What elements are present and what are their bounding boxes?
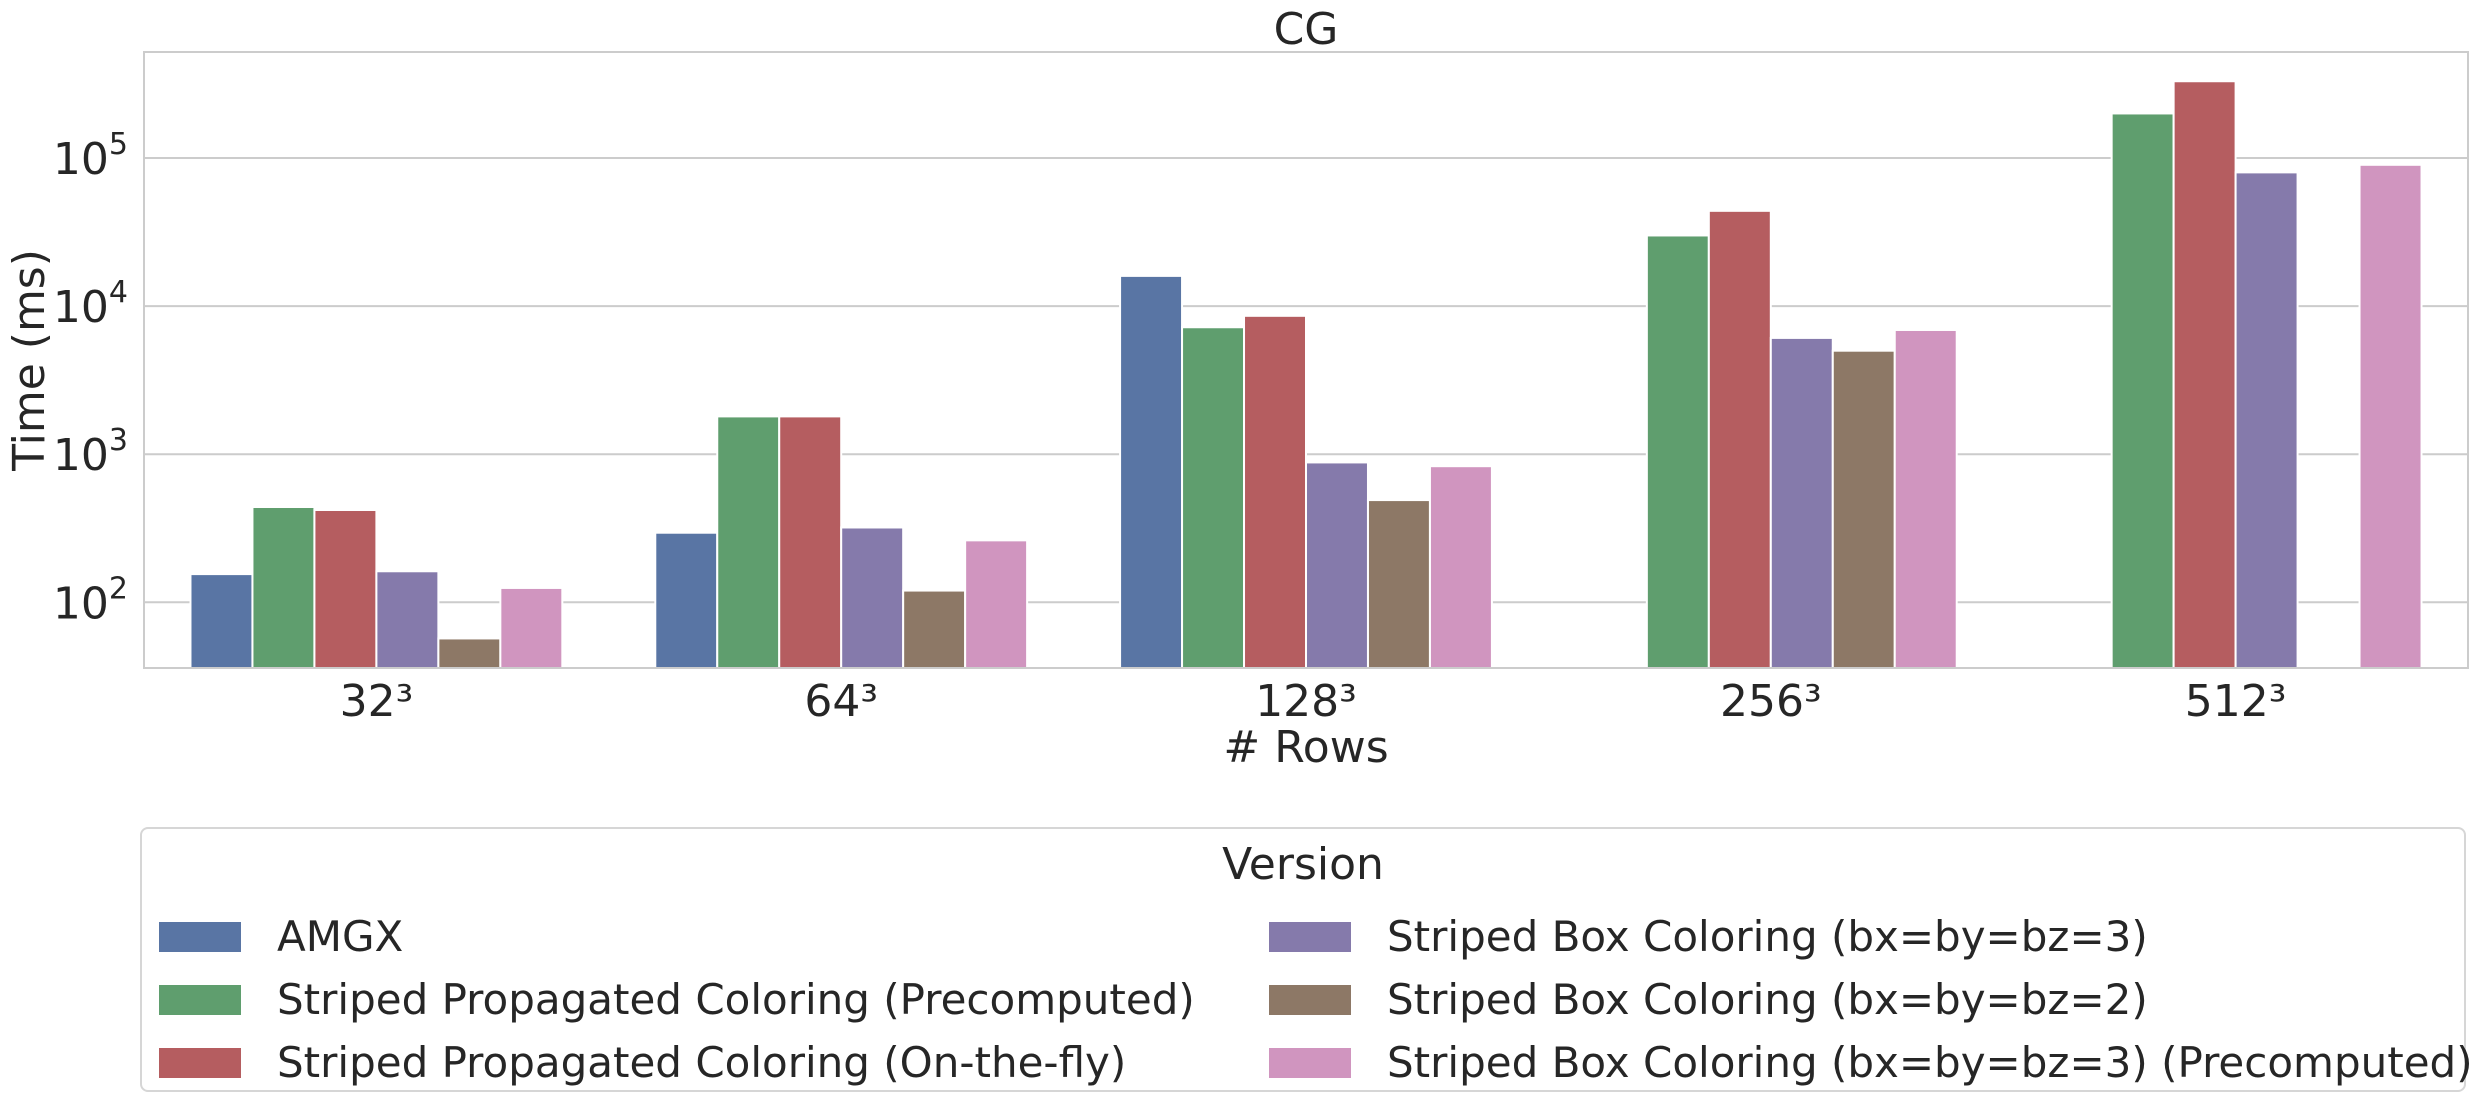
legend: Version AMGX Striped Propagated Coloring … bbox=[140, 827, 2473, 1094]
legend-swatch bbox=[159, 1047, 241, 1078]
legend-swatch bbox=[1269, 1047, 1351, 1078]
legend-item: Striped Propagated Coloring (Precomputed… bbox=[159, 968, 1195, 1031]
plot-area-frame bbox=[143, 51, 2469, 669]
bar-1-0 bbox=[654, 531, 719, 669]
bar-1-2 bbox=[778, 415, 843, 669]
bar-3-1 bbox=[1645, 234, 1710, 669]
legend-swatch bbox=[1269, 921, 1351, 952]
bar-3-4 bbox=[1831, 349, 1896, 669]
x-axis-label: # Rows bbox=[1223, 722, 1388, 773]
bar-3-5 bbox=[1893, 328, 1958, 669]
bar-4-2 bbox=[2172, 80, 2237, 669]
legend-title: Version bbox=[1222, 839, 1384, 890]
y-tick-label: 103 bbox=[53, 423, 128, 481]
y-tick-label: 102 bbox=[53, 571, 128, 629]
bar-4-5 bbox=[2358, 163, 2423, 669]
x-tick-label: 64³ bbox=[804, 676, 878, 727]
legend-column-right: Striped Box Coloring (bx=by=bz=3) Striped… bbox=[1269, 905, 2473, 1094]
x-axis-ticks: 32³ 64³ 128³ 256³ 512³ bbox=[340, 676, 2287, 727]
bar-0-5 bbox=[499, 586, 564, 669]
legend-label: Striped Propagated Coloring (Precomputed… bbox=[277, 974, 1195, 1024]
x-tick-label: 128³ bbox=[1255, 676, 1357, 727]
bar-1-5 bbox=[964, 539, 1029, 669]
bar-4-3 bbox=[2234, 171, 2299, 670]
bar-0-0 bbox=[189, 573, 254, 669]
bar-4-1 bbox=[2110, 112, 2175, 669]
chart: CG 102 103 104 105 32³ 64³ 128³ 256³ 512³ # Row… bbox=[4, 4, 2469, 773]
bar-0-4 bbox=[437, 637, 502, 669]
bar-1-4 bbox=[902, 589, 967, 670]
bar-2-4 bbox=[1366, 499, 1431, 669]
legend-label: AMGX bbox=[277, 911, 404, 961]
bar-0-1 bbox=[251, 506, 316, 669]
bar-0-2 bbox=[313, 508, 378, 669]
x-tick-label: 256³ bbox=[1720, 676, 1822, 727]
legend-item: Striped Propagated Coloring (On-the-fly) bbox=[159, 1031, 1195, 1094]
bar-0-3 bbox=[375, 570, 440, 669]
y-axis-label: Time (ms) bbox=[4, 249, 55, 472]
legend-item: Striped Box Coloring (bx=by=bz=3) bbox=[1269, 905, 2473, 968]
x-tick-label: 512³ bbox=[2185, 676, 2287, 727]
y-tick-label: 104 bbox=[53, 275, 128, 333]
legend-item: Striped Box Coloring (bx=by=bz=2) bbox=[1269, 968, 2473, 1031]
legend-swatch bbox=[159, 921, 241, 952]
legend-item: AMGX bbox=[159, 905, 1195, 968]
legend-column-left: AMGX Striped Propagated Coloring (Precomp… bbox=[159, 905, 1195, 1094]
legend-label: Striped Propagated Coloring (On-the-fly) bbox=[277, 1037, 1127, 1087]
chart-title: CG bbox=[1274, 4, 1339, 55]
bar-3-2 bbox=[1707, 209, 1772, 669]
legend-swatch bbox=[159, 984, 241, 1015]
bar-2-5 bbox=[1428, 465, 1493, 670]
bar-1-1 bbox=[716, 415, 781, 669]
legend-label: Striped Box Coloring (bx=by=bz=3) bbox=[1387, 911, 2148, 961]
bar-2-2 bbox=[1243, 314, 1307, 669]
legend-item: Striped Box Coloring (bx=by=bz=3) (Preco… bbox=[1269, 1031, 2473, 1094]
y-axis-ticks: 102 103 104 105 bbox=[53, 127, 128, 629]
bar-2-3 bbox=[1305, 461, 1369, 669]
bar-3-3 bbox=[1769, 336, 1834, 669]
x-tick-label: 32³ bbox=[340, 676, 414, 727]
bar-2-1 bbox=[1181, 326, 1246, 669]
bar-1-3 bbox=[840, 526, 905, 669]
bar-2-0 bbox=[1119, 274, 1184, 669]
legend-label: Striped Box Coloring (bx=by=bz=2) bbox=[1387, 974, 2148, 1024]
legend-label: Striped Box Coloring (bx=by=bz=3) (Preco… bbox=[1387, 1037, 2473, 1087]
legend-swatch bbox=[1269, 984, 1351, 1015]
y-tick-label: 105 bbox=[53, 127, 128, 185]
bars bbox=[189, 80, 2423, 670]
